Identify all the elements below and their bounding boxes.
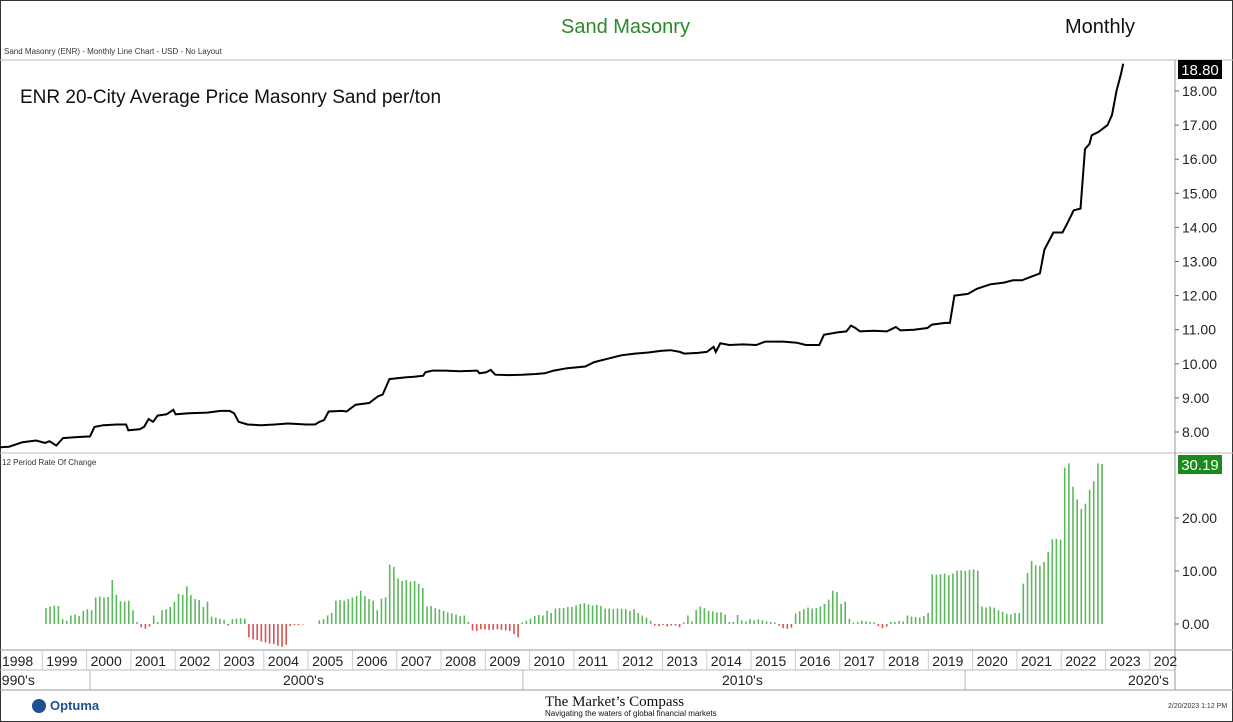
- price-last-value: 18.80: [1181, 62, 1219, 79]
- x-year-label: 2002: [179, 653, 210, 669]
- roc-tick-label: 0.00: [1182, 616, 1209, 632]
- x-decade-label: 1990's: [0, 672, 35, 688]
- optuma-logo-icon: [32, 698, 46, 713]
- price-tick-label: 14.00: [1182, 219, 1217, 235]
- x-decade-label: 2000's: [283, 672, 324, 688]
- brand-tagline: Navigating the waters of global financia…: [545, 709, 717, 718]
- x-decade-label: 2010's: [722, 672, 763, 688]
- price-tick-label: 9.00: [1182, 390, 1209, 406]
- x-year-label: 2005: [312, 653, 343, 669]
- brand-block: The Market’s Compass Navigating the wate…: [545, 694, 745, 718]
- price-y-ticks: 8.00 9.00 10.00 11.00 12.00 13.00 14.00 15.00 16…: [1175, 83, 1217, 440]
- chart-annotation: ENR 20-City Average Price Masonry Sand p…: [20, 87, 442, 108]
- price-tick-label: 11.00: [1182, 322, 1216, 338]
- x-year-label: 2007: [401, 653, 432, 669]
- x-year-label: 202: [1154, 653, 1178, 669]
- x-year-label: 2015: [755, 653, 786, 669]
- price-tick-label: 12.00: [1182, 288, 1217, 304]
- x-year-label: 2018: [888, 653, 919, 669]
- price-tick-label: 8.00: [1182, 424, 1209, 440]
- x-year-label: 1998: [2, 653, 33, 669]
- roc-tick-label: 20.00: [1182, 510, 1217, 526]
- x-year-label: 2009: [489, 653, 520, 669]
- optuma-logo-text: Optuma: [50, 698, 100, 713]
- roc-last-badge: 30.19: [1178, 455, 1222, 474]
- x-year-label: 2011: [578, 653, 608, 669]
- roc-y-ticks: 0.00 10.00 20.00: [1175, 510, 1217, 632]
- x-year-label: 2004: [268, 653, 299, 669]
- x-year-label: 1999: [46, 653, 77, 669]
- x-year-label: 2016: [799, 653, 830, 669]
- roc-panel-label: 12 Period Rate Of Change: [2, 458, 97, 467]
- x-year-label: 2000: [91, 653, 122, 669]
- x-year-label: 2001: [135, 653, 166, 669]
- period-label: Monthly: [1065, 16, 1136, 38]
- chart-title: Sand Masonry: [561, 16, 690, 38]
- price-last-badge: 18.80: [1178, 60, 1222, 79]
- roc-last-value: 30.19: [1181, 457, 1219, 474]
- x-year-label: 2020: [977, 653, 1008, 669]
- x-year-label: 2003: [224, 653, 255, 669]
- price-tick-label: 15.00: [1182, 185, 1217, 201]
- brand-name: The Market’s Compass: [545, 694, 685, 710]
- x-year-label: 2006: [356, 653, 387, 669]
- x-year-label: 2008: [445, 653, 476, 669]
- x-year-label: 2023: [1110, 653, 1141, 669]
- timestamp: 2/20/2023 1:12 PM: [1168, 703, 1228, 710]
- price-line: [0, 63, 1125, 449]
- x-year-label: 2010: [534, 653, 565, 669]
- x-decade-label: 2020's: [1128, 672, 1169, 688]
- x-year-label: 2021: [1021, 653, 1052, 669]
- x-year-labels: 1998 1999 2000 2001 2002 2003 2004 2005 2006 2007…: [2, 650, 1177, 670]
- roc-tick-label: 10.00: [1182, 563, 1217, 579]
- price-tick-label: 13.00: [1182, 254, 1217, 270]
- roc-bars: [45, 463, 1103, 647]
- price-tick-label: 17.00: [1182, 117, 1217, 133]
- chart-description: Sand Masonry (ENR) - Monthly Line Chart …: [4, 47, 222, 56]
- x-decade-labels: 1990's 2000's 2010's 2020's: [0, 672, 1169, 688]
- x-year-label: 2012: [622, 653, 653, 669]
- optuma-logo: Optuma: [32, 698, 99, 713]
- price-tick-label: 16.00: [1182, 151, 1217, 167]
- x-year-label: 2014: [711, 653, 742, 669]
- price-tick-label: 18.00: [1182, 83, 1217, 99]
- x-year-label: 2017: [844, 653, 875, 669]
- x-year-label: 2022: [1065, 653, 1096, 669]
- price-tick-label: 10.00: [1182, 356, 1217, 372]
- x-year-label: 2013: [667, 653, 698, 669]
- x-year-label: 2019: [932, 653, 963, 669]
